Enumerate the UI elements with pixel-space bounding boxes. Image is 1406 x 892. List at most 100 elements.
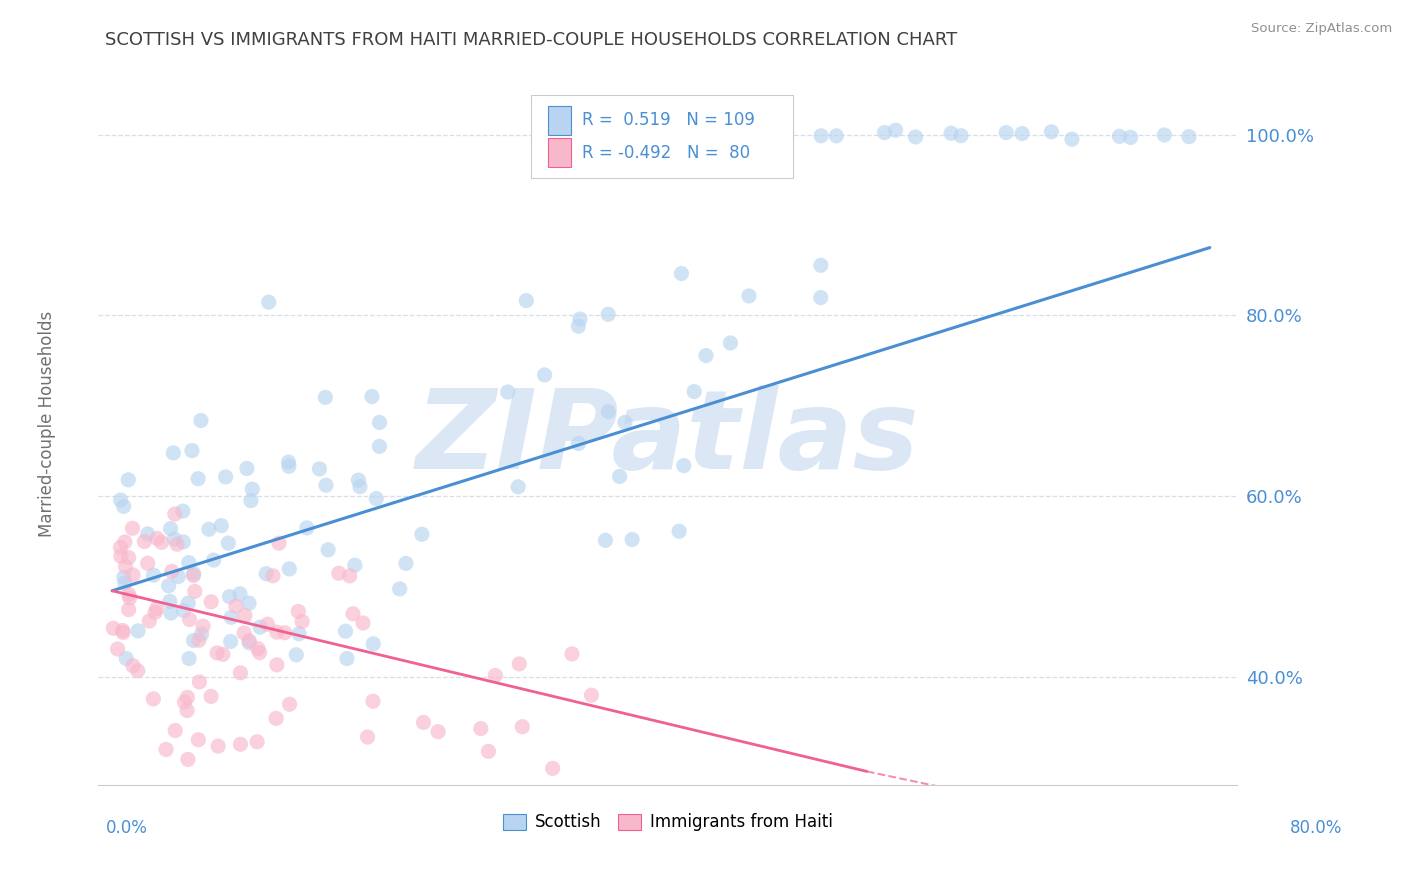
Point [176,690,198,705]
Point [291,615,314,629]
Point [1060,132,1083,146]
Point [1153,128,1175,142]
Point [1108,129,1130,144]
Point [112,500,135,514]
Point [117,473,139,487]
Point [249,646,271,660]
Point [569,312,592,326]
Point [118,587,141,601]
Point [939,126,962,140]
Point [246,641,269,656]
Point [136,556,159,570]
Point [107,642,129,657]
Point [246,735,269,749]
Point [735,126,758,140]
Point [470,722,492,736]
Point [339,569,361,583]
Point [254,566,277,581]
Point [775,127,797,141]
Point [257,295,280,310]
Point [110,549,132,564]
Point [188,674,211,689]
Point [146,532,169,546]
Point [288,627,311,641]
Point [388,582,411,596]
Point [266,657,288,672]
Point [366,491,388,506]
FancyBboxPatch shape [548,106,571,135]
Point [484,668,506,682]
Point [738,289,761,303]
Point [159,594,181,608]
Point [198,522,221,536]
Point [173,603,195,617]
Point [904,130,927,145]
Point [274,625,297,640]
Point [1119,130,1142,145]
Point [515,293,537,308]
Point [187,472,209,486]
Point [316,542,339,557]
Point [218,590,240,604]
Point [187,633,209,648]
Point [595,533,617,548]
Point [581,688,603,702]
Point [160,565,183,579]
Point [205,646,228,660]
Point [233,626,256,640]
Point [172,504,194,518]
Point [179,612,201,626]
Point [873,126,896,140]
Point [713,129,735,144]
Point [225,599,247,614]
Point [349,480,371,494]
Point [950,128,973,143]
Point [134,534,156,549]
Point [567,319,589,334]
Point [240,482,263,496]
Point [412,715,434,730]
Point [200,690,222,704]
FancyBboxPatch shape [548,138,571,167]
Point [127,624,149,638]
Point [176,703,198,717]
Point [266,625,288,640]
Point [121,521,143,535]
Point [142,692,165,706]
Point [172,535,194,549]
Point [236,461,259,475]
Point [683,384,706,399]
Point [810,128,832,143]
Point [352,615,374,630]
Point [177,556,200,570]
Point [368,439,391,453]
Point [541,761,564,775]
Point [238,633,260,648]
Point [229,737,252,751]
Point [143,605,166,619]
Point [1011,127,1033,141]
Point [314,391,336,405]
Point [328,566,350,581]
Point [672,458,695,473]
Text: Married-couple Households: Married-couple Households [38,310,56,537]
Point [614,416,637,430]
Point [173,695,195,709]
Point [157,579,180,593]
Point [621,533,644,547]
Point [183,566,205,581]
Point [190,627,212,641]
Point [249,620,271,634]
Point [163,532,186,546]
Point [160,606,183,620]
Point [190,413,212,427]
Point [122,568,145,582]
Point [561,647,583,661]
Point [695,349,717,363]
Point [278,562,301,576]
Point [177,596,200,610]
Point [117,550,139,565]
Point [477,744,499,758]
Point [411,527,433,541]
Point [112,625,135,640]
